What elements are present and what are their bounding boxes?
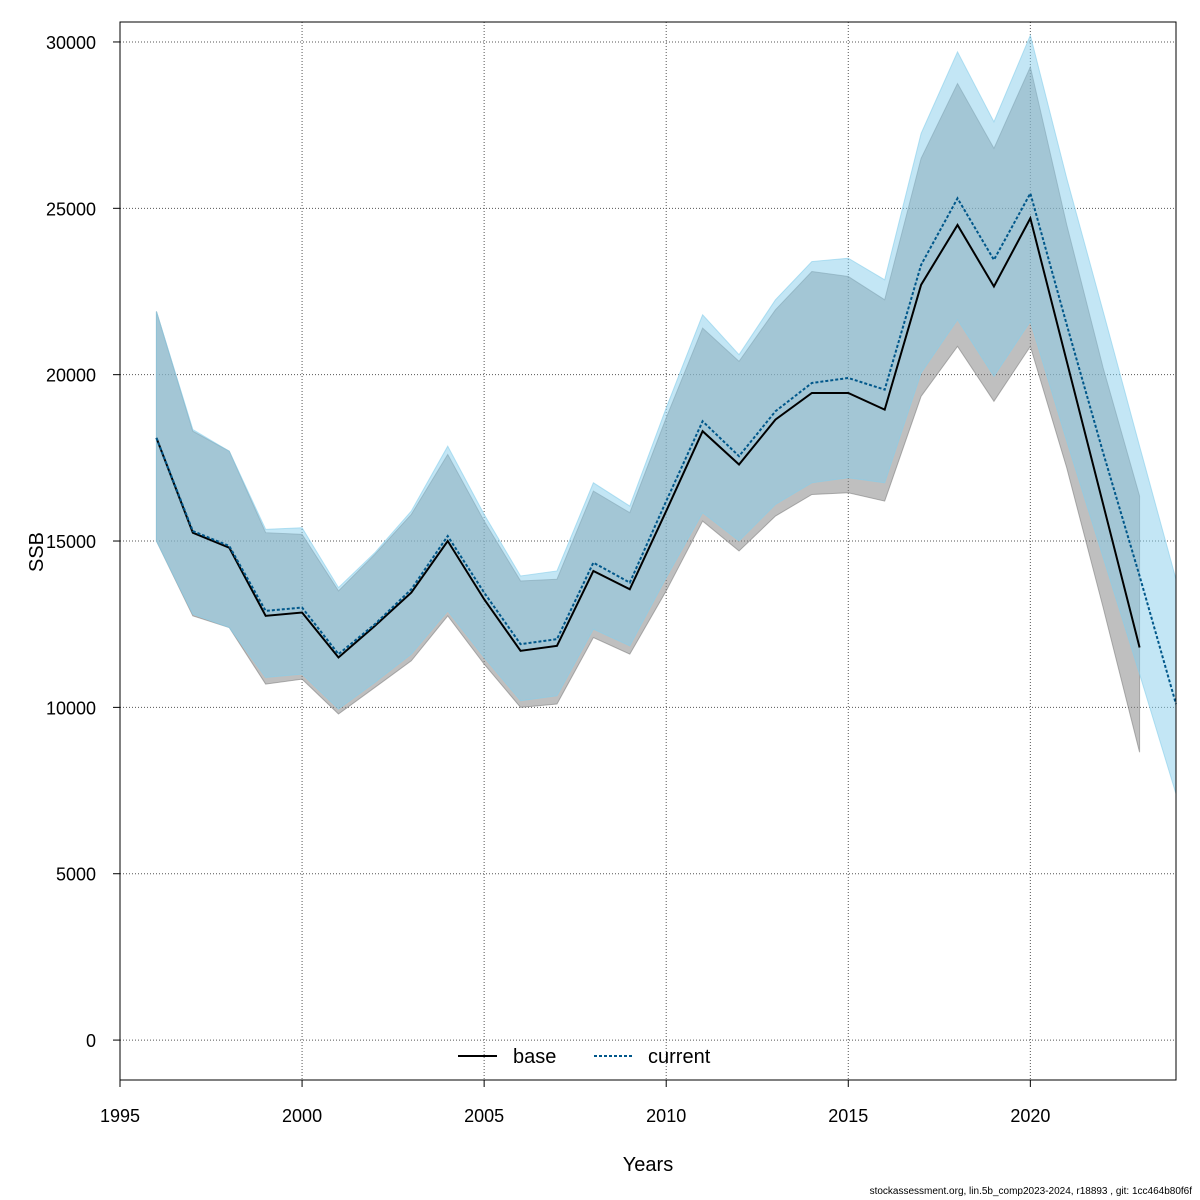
y-tick-label-30000: 30000	[46, 33, 96, 53]
y-tick-label-10000: 10000	[46, 698, 96, 718]
y-axis: 0 5000 10000 15000 20000 25000 30000	[46, 33, 121, 1051]
y-axis-title: SSB	[26, 532, 48, 572]
x-tick-label-2000: 2000	[282, 1106, 322, 1126]
y-tick-label-0: 0	[86, 1031, 96, 1051]
confidence-bands	[155, 33, 1177, 795]
series-lines	[155, 190, 1177, 705]
legend-label-base: base	[513, 1046, 556, 1068]
x-tick-label-2005: 2005	[464, 1106, 504, 1126]
x-tick-label-2015: 2015	[828, 1106, 868, 1126]
y-tick-label-25000: 25000	[46, 199, 96, 219]
x-axis-title: Years	[623, 1154, 673, 1176]
band-current	[155, 33, 1177, 795]
line-base	[155, 215, 1141, 659]
x-tick-label-2020: 2020	[1010, 1106, 1050, 1126]
y-tick-label-5000: 5000	[56, 865, 96, 885]
legend: base current	[458, 1046, 711, 1068]
legend-label-current: current	[648, 1046, 711, 1068]
y-tick-label-15000: 15000	[46, 532, 96, 552]
footer-credit: stockassessment.org, lin.5b_comp2023-202…	[869, 1186, 1192, 1197]
x-axis: 1995 2000 2005 2010 2015 2020	[100, 1079, 1050, 1126]
x-tick-label-2010: 2010	[646, 1106, 686, 1126]
y-tick-label-20000: 20000	[46, 366, 96, 386]
x-tick-label-1995: 1995	[100, 1106, 140, 1126]
